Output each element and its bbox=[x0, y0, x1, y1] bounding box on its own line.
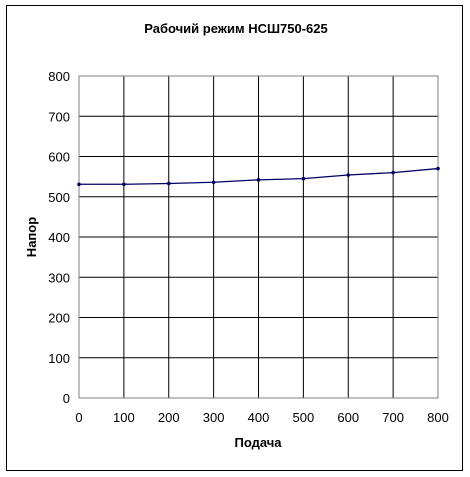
x-axis-title: Подача bbox=[234, 435, 282, 450]
y-tick-label: 600 bbox=[48, 150, 70, 165]
y-tick-label: 100 bbox=[48, 351, 70, 366]
x-tick-label: 600 bbox=[337, 410, 359, 425]
data-point bbox=[391, 170, 395, 175]
data-point bbox=[301, 176, 306, 181]
x-tick-label: 400 bbox=[248, 410, 270, 425]
x-tick-label: 500 bbox=[293, 410, 315, 425]
data-point bbox=[346, 173, 351, 177]
x-tick-label: 0 bbox=[75, 410, 82, 425]
y-tick-label: 300 bbox=[48, 270, 70, 285]
x-tick-label: 800 bbox=[427, 410, 449, 425]
x-tick-label: 200 bbox=[158, 410, 180, 425]
y-tick-label: 200 bbox=[48, 311, 70, 326]
y-tick-label: 500 bbox=[48, 190, 70, 205]
x-tick-label: 300 bbox=[203, 410, 225, 425]
y-tick-label: 800 bbox=[48, 69, 70, 84]
x-tick-label: 700 bbox=[382, 410, 404, 425]
data-point bbox=[211, 180, 216, 185]
data-point bbox=[436, 166, 440, 171]
data-point bbox=[256, 178, 261, 182]
x-tick-label: 100 bbox=[113, 410, 135, 425]
data-point bbox=[77, 182, 81, 187]
y-axis-title: Напор bbox=[24, 217, 39, 257]
tick-labels: 0 100 200 300 400 500 600 700 800 0 100 200 300 400 50… bbox=[48, 69, 449, 425]
series bbox=[77, 166, 440, 187]
y-tick-label: 400 bbox=[48, 230, 70, 245]
data-point bbox=[122, 182, 126, 187]
y-tick-label: 700 bbox=[48, 109, 70, 124]
chart-title: Рабочий режим НСШ750-625 bbox=[144, 21, 328, 36]
data-point bbox=[166, 181, 171, 186]
plot-border bbox=[78, 75, 439, 399]
y-tick-label: 0 bbox=[63, 391, 70, 406]
grid bbox=[78, 75, 439, 399]
